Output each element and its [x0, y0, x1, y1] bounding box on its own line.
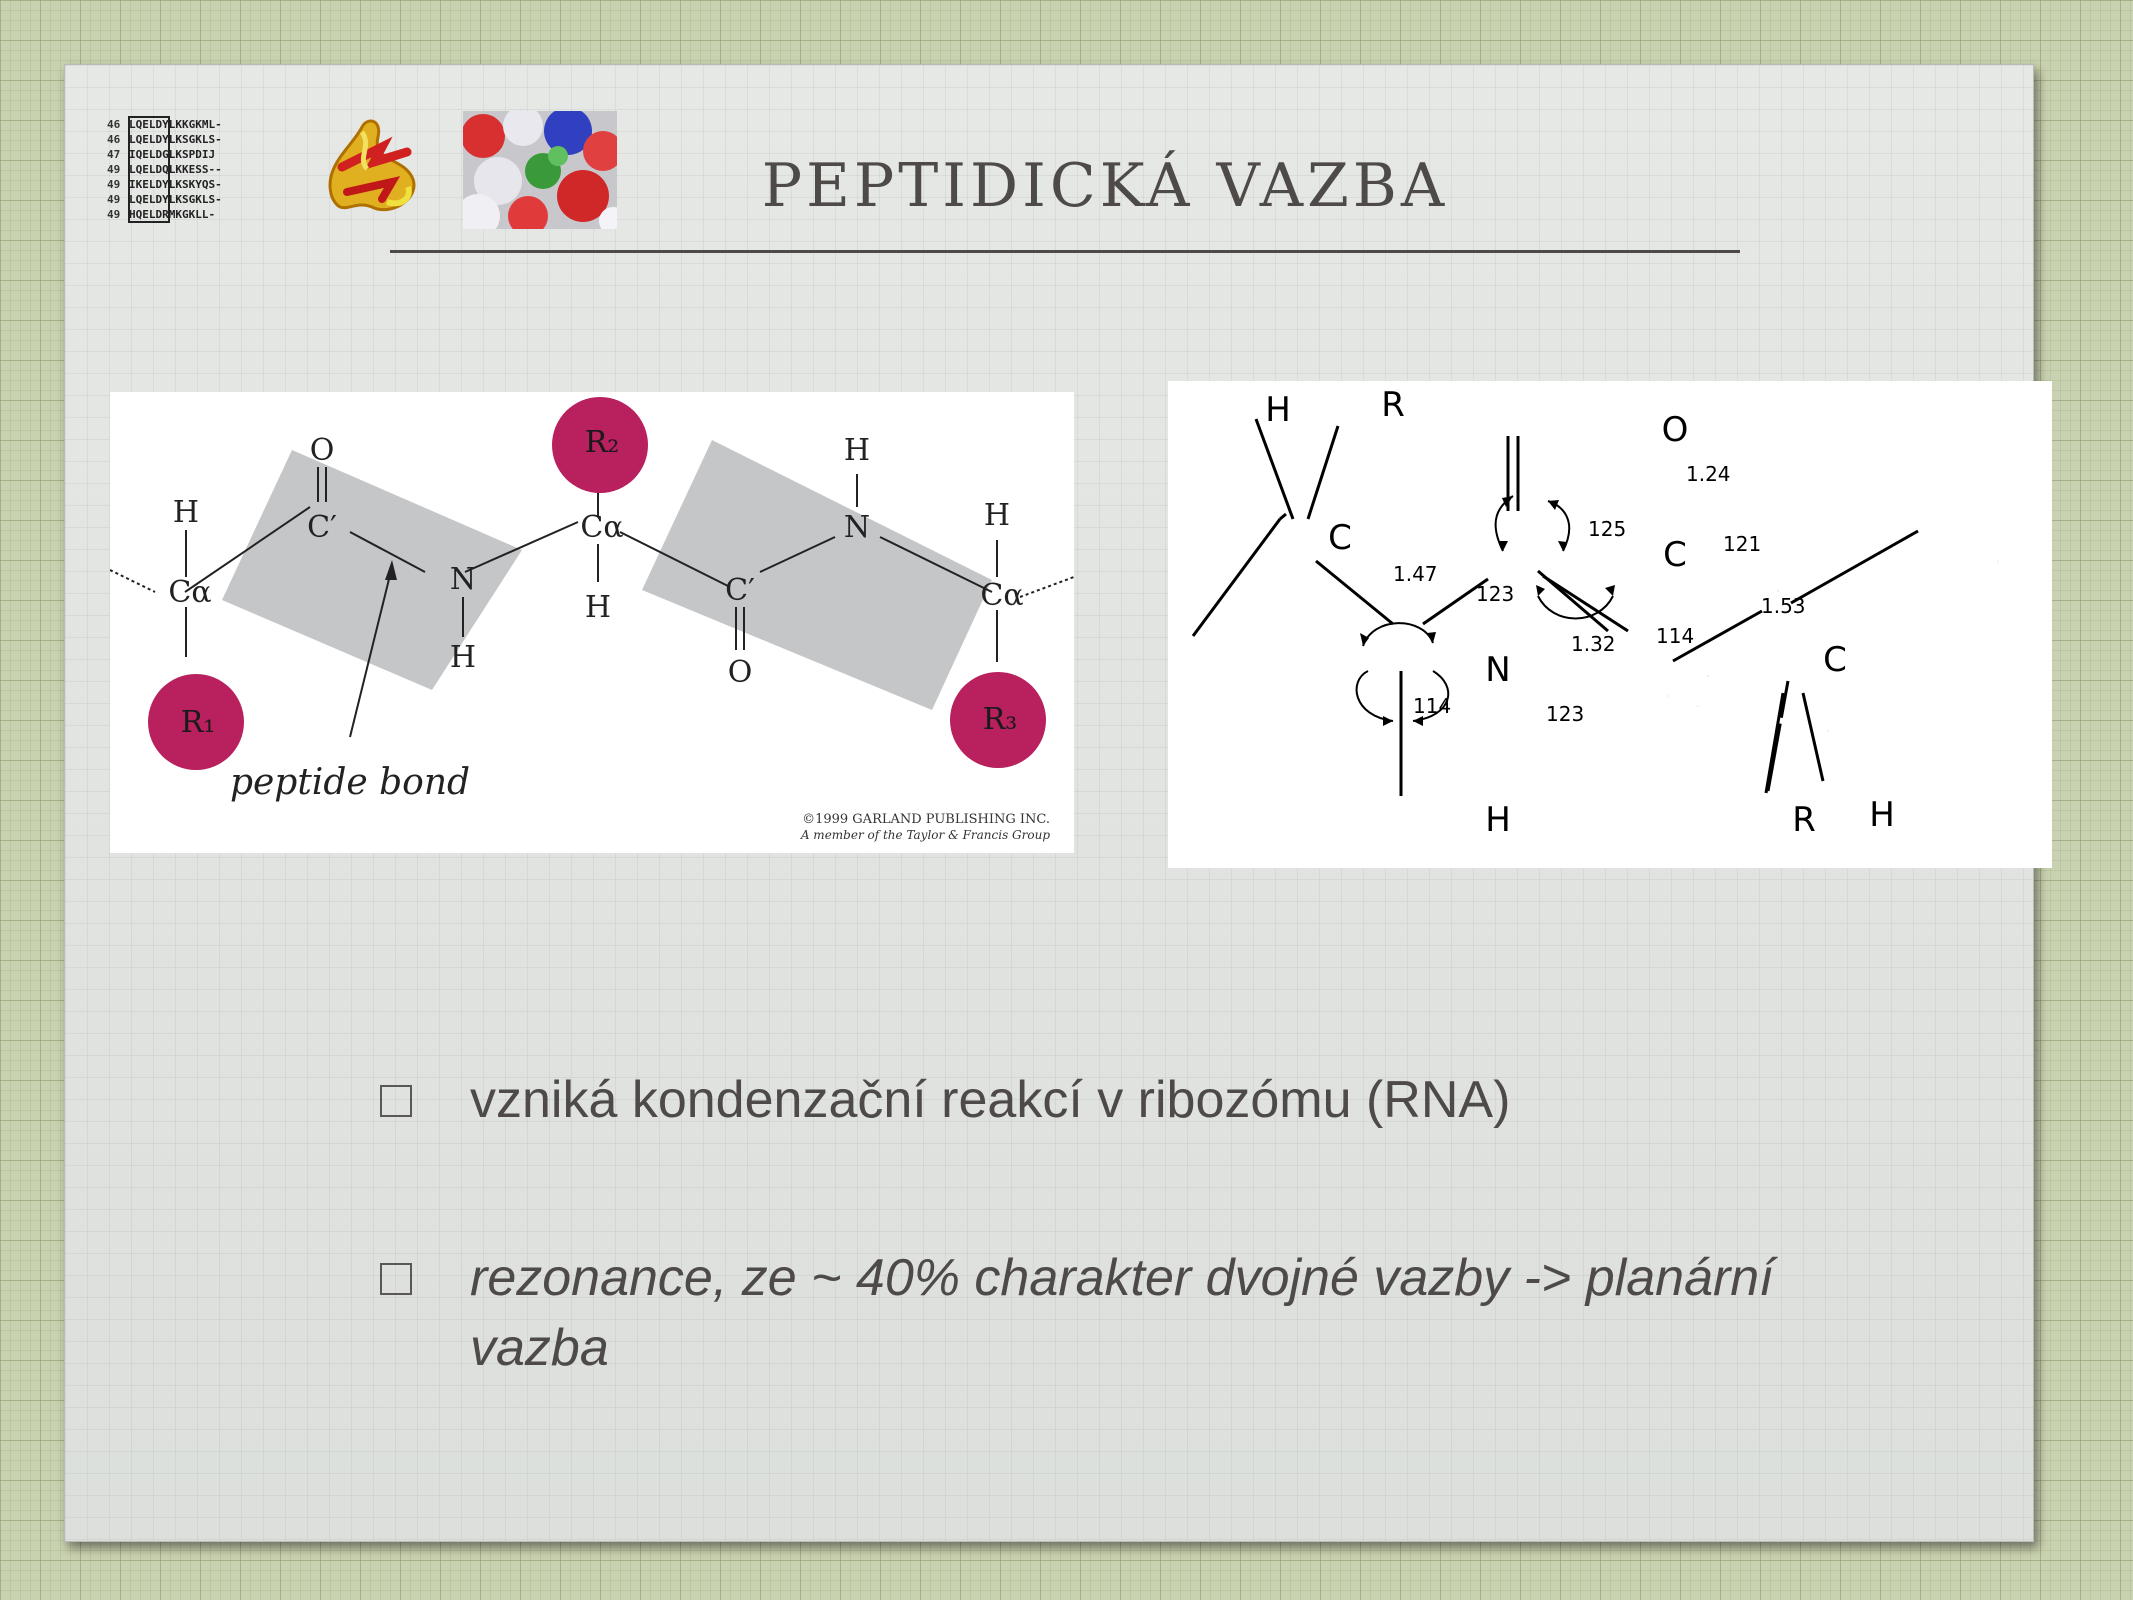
- atom-label: R₃: [983, 702, 1018, 737]
- slide-title: PEPTIDICKÁ VAZBA: [761, 151, 1449, 221]
- bond-angle-label: 125: [1588, 517, 1626, 541]
- bond-angle-label: 121: [1723, 532, 1761, 556]
- bullet-checkbox-icon: [380, 1263, 412, 1295]
- atom-label: N: [844, 510, 870, 545]
- atom-label: R: [1792, 800, 1816, 840]
- atom-label: R₂: [585, 425, 620, 460]
- atom-label: H: [1869, 795, 1895, 835]
- atom-label: H: [984, 498, 1010, 533]
- atom-label: R₁: [181, 705, 216, 740]
- molecular-surface-logo: [463, 111, 617, 229]
- seq-row: LQELDYLKSGKLS-: [129, 133, 222, 146]
- bond-geometry-diagram: H R C N H O C C R H 1.47 1.32 1.24 1.53 …: [1168, 381, 2052, 868]
- atom-label: C: [1823, 640, 1847, 680]
- slide: 46 LQELDYLKKGKML- 46 LQELDYLKSGKLS- 47 I…: [64, 64, 2052, 1542]
- bullet-text: rezonance, ze ~ 40% charakter dvojné vaz…: [470, 1249, 1774, 1377]
- seq-num: 49: [107, 193, 120, 206]
- seq-num: 49: [107, 208, 120, 221]
- peptide-plane-1: [222, 450, 522, 690]
- atom-label: R: [1381, 385, 1405, 425]
- bond-length-label: 1.32: [1571, 632, 1616, 656]
- r2-sidechain: [552, 397, 648, 493]
- atom-label: H: [1485, 800, 1511, 840]
- peptide-plane-2: [642, 440, 992, 710]
- seq-num: 47: [107, 148, 120, 161]
- bond-angle-label: 123: [1476, 582, 1514, 606]
- bullet-checkbox-icon: [380, 1085, 412, 1117]
- bond-angle-label: 123: [1546, 702, 1584, 726]
- protein-ribbon-logo: [328, 119, 416, 212]
- seq-num: 49: [107, 178, 120, 191]
- r3-sidechain: [950, 672, 1046, 768]
- atom-label: C′: [307, 510, 337, 545]
- atom-label: O: [310, 433, 335, 468]
- bond-angle-label: 114: [1656, 624, 1694, 648]
- atom-label: O: [1662, 410, 1689, 450]
- atom-label: C′: [725, 573, 755, 608]
- title-underline: [390, 250, 1740, 253]
- seq-num: 46: [107, 118, 121, 131]
- sequence-alignment-logo: 46 LQELDYLKKGKML- 46 LQELDYLKSGKLS- 47 I…: [107, 116, 222, 223]
- bond-angle-label: 114: [1413, 694, 1451, 718]
- atom-label: Cα: [580, 510, 623, 545]
- seq-row: LQELDYLKSGKLS-: [129, 193, 222, 206]
- peptide-bond-label: peptide bond: [230, 762, 470, 803]
- atom-label: H: [173, 495, 199, 530]
- atom-label: H: [585, 590, 611, 625]
- seq-row: LQELDQLKKESS--: [129, 163, 222, 176]
- peptide-plane-diagram: H Cα R₁ O C′ N H R₂ Cα H C′ O N H H Cα R…: [110, 392, 1074, 853]
- atom-label: Cα: [980, 578, 1023, 613]
- bond-length-label: 1.24: [1686, 462, 1731, 486]
- atom-label: Cα: [168, 575, 211, 610]
- atom-label: O: [728, 655, 753, 690]
- seq-row: IQELDGLKSPDIJ: [129, 148, 215, 161]
- copyright-line-2: A member of the Taylor & Francis Group: [800, 828, 1050, 842]
- copyright-line-1: ©1999 GARLAND PUBLISHING INC.: [802, 812, 1050, 827]
- atom-label: N: [1485, 650, 1510, 690]
- atom-label: H: [844, 433, 870, 468]
- r1-sidechain: [148, 674, 244, 770]
- bond-length-label: 1.53: [1761, 594, 1806, 618]
- bond-length-label: 1.47: [1393, 562, 1438, 586]
- seq-num: 49: [107, 163, 120, 176]
- seq-num: 46: [107, 133, 121, 146]
- seq-row: LQELDYLKKGKML-: [129, 118, 222, 131]
- atom-label: C: [1328, 518, 1352, 558]
- seq-row: IKELDYLKSKYQS-: [129, 178, 222, 191]
- atom-label: N: [450, 562, 476, 597]
- bullet-text: vzniká kondenzační reakcí v ribozómu (RN…: [470, 1071, 1511, 1129]
- atom-label: H: [450, 640, 476, 675]
- seq-row: HQELDRMKGKLL-: [129, 208, 215, 221]
- atom-label: C: [1663, 535, 1687, 575]
- atom-label: H: [1265, 390, 1291, 430]
